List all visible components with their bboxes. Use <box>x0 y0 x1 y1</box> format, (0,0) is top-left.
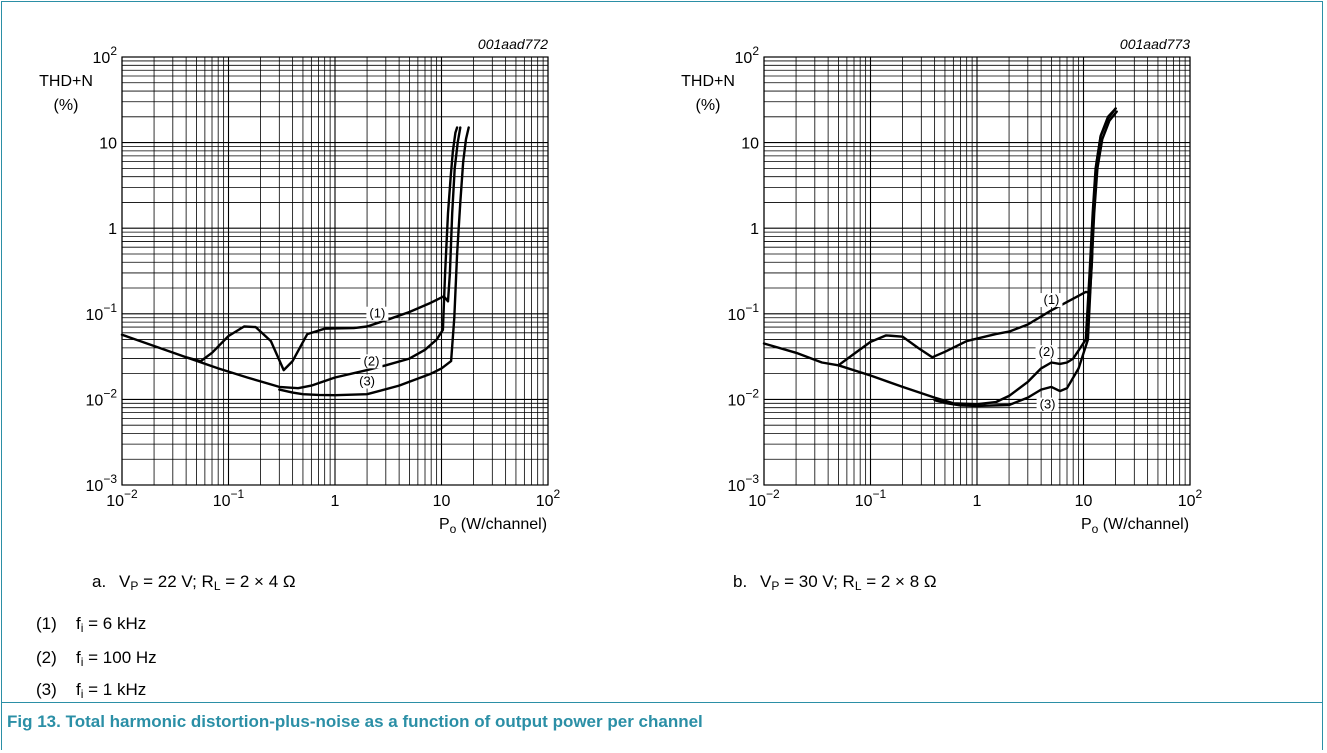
x-tick-label: 102 <box>536 487 561 510</box>
series-label-bg <box>360 354 383 369</box>
series-label-2: (2) <box>364 353 380 368</box>
series-label-1: (1) <box>1043 292 1059 307</box>
caption-text: VP = 22 V; RL = 2 × 4 Ω <box>119 572 296 593</box>
chart-id: 001aad772 <box>478 36 548 52</box>
series-label-bg <box>1036 397 1059 412</box>
series-label-3: (3) <box>359 374 375 389</box>
x-tick-label: 102 <box>1178 487 1203 510</box>
figure-title-rule <box>1 702 1323 703</box>
y-tick-label: 10 <box>741 136 759 153</box>
y-tick-label: 1 <box>108 221 117 238</box>
caption-letter: b. <box>733 572 748 591</box>
caption-b: b. VP = 30 V; RL = 2 × 8 Ω <box>733 572 937 592</box>
y-tick-label: 1 <box>750 221 759 238</box>
x-tick-label: 10 <box>1075 493 1093 510</box>
series-line-2 <box>837 107 1117 406</box>
x-axis-label: Po (W/channel) <box>1081 516 1189 536</box>
legend-text: fi = 100 Hz <box>76 648 157 669</box>
series-label-bg <box>356 374 379 389</box>
y-tick-label: 102 <box>93 44 118 67</box>
y-tick-label: 10 <box>99 136 117 153</box>
chart-id: 001aad773 <box>1120 36 1190 52</box>
legend-number: (3) <box>36 680 57 699</box>
series-line-1 <box>120 126 462 372</box>
chart-a: 10−2 10−1 1 10 10210−310−210−1110102THD+N(%)… <box>39 36 560 536</box>
legend-text: fi = 6 kHz <box>76 614 147 635</box>
y-axis-unit: (%) <box>696 97 721 114</box>
caption-a: a. VP = 22 V; RL = 2 × 4 Ω <box>92 572 296 592</box>
series-line-3 <box>278 126 470 397</box>
y-axis-unit: (%) <box>54 97 79 114</box>
legend-number: (2) <box>36 648 57 667</box>
y-tick-label: 10−2 <box>728 386 760 409</box>
series-label-3: (3) <box>1040 397 1056 412</box>
x-tick-label: 10−2 <box>748 487 780 510</box>
figure-title: Fig 13. Total harmonic distortion-plus-n… <box>7 712 703 731</box>
series-line-2 <box>184 126 459 390</box>
legend-item-2: (2) fi = 100 Hz <box>36 648 157 668</box>
legend-text: fi = 1 kHz <box>76 680 147 701</box>
y-tick-label: 102 <box>735 44 760 67</box>
series-label-bg <box>1035 345 1058 360</box>
x-tick-label: 10−1 <box>855 487 887 510</box>
x-tick-label: 10−1 <box>213 487 245 510</box>
y-axis-label: THD+N <box>39 73 93 90</box>
caption-letter: a. <box>92 572 107 591</box>
plot-frame <box>763 56 1191 486</box>
x-tick-label: 1 <box>973 493 982 510</box>
y-tick-label: 10−3 <box>86 472 118 495</box>
charts-canvas: 10−2 10−1 1 10 10210−310−210−1110102THD+N(%)… <box>39 36 1202 536</box>
x-tick-label: 1 <box>331 493 340 510</box>
series-label-2: (2) <box>1039 344 1055 359</box>
y-tick-label: 10−1 <box>728 301 760 324</box>
y-tick-label: 10−2 <box>86 386 118 409</box>
x-axis-label: Po (W/channel) <box>439 516 547 536</box>
y-tick-label: 10−3 <box>728 472 760 495</box>
series-label-bg <box>1040 293 1063 308</box>
series-label-1: (1) <box>369 306 385 321</box>
chart-b: 10−2 10−1 1 10 10210−310−210−1110102THD+N(%)… <box>681 36 1202 536</box>
legend-item-1: (1) fi = 6 kHz <box>36 614 146 634</box>
x-tick-label: 10−2 <box>106 487 138 510</box>
y-tick-label: 10−1 <box>86 301 118 324</box>
legend-number: (1) <box>36 614 57 633</box>
legend-item-3: (3) fi = 1 kHz <box>36 680 146 700</box>
x-tick-label: 10 <box>433 493 451 510</box>
plot-frame <box>121 56 549 486</box>
y-axis-label: THD+N <box>681 73 735 90</box>
caption-text: VP = 30 V; RL = 2 × 8 Ω <box>760 572 937 593</box>
series-label-bg <box>366 306 389 321</box>
series-line-3 <box>933 110 1118 408</box>
